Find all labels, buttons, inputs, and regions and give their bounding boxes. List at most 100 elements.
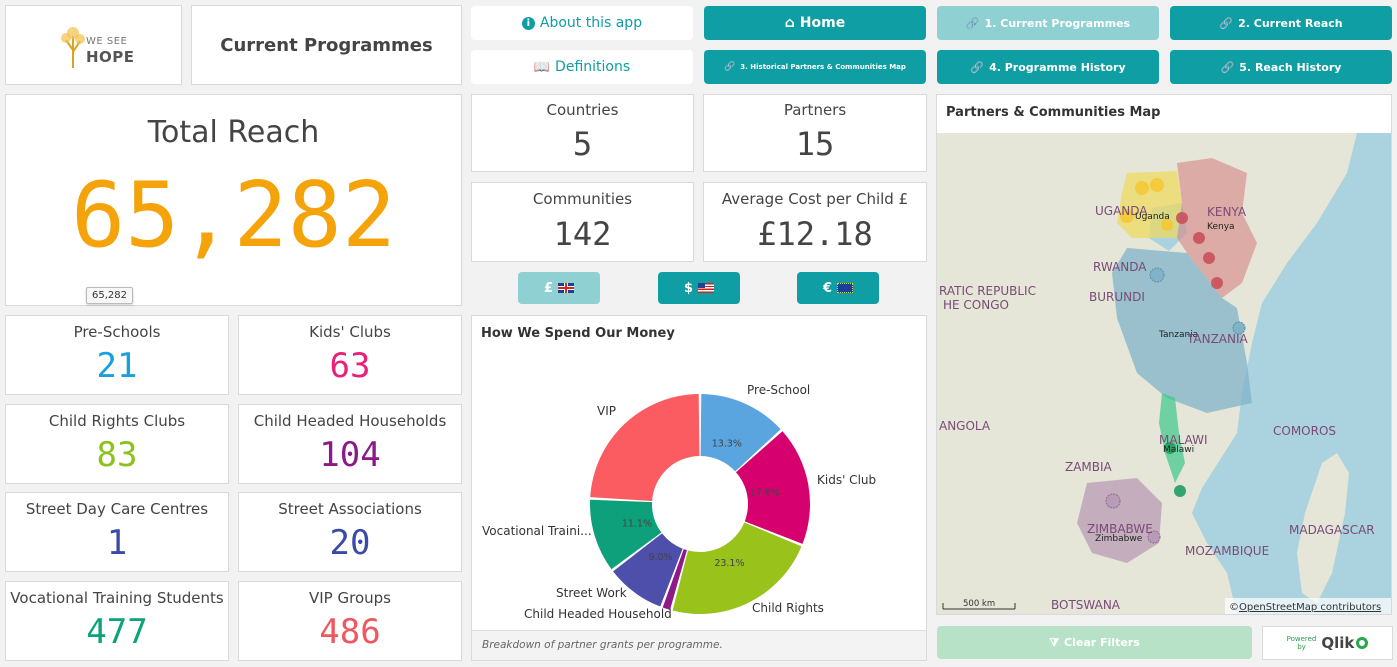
- stat-partners[interactable]: Partners 15: [703, 94, 927, 172]
- stat-communities[interactable]: Communities 142: [471, 182, 694, 262]
- pie-slice-label: Child Rights: [752, 601, 824, 615]
- kpi-street-associations[interactable]: Street Associations 20: [238, 492, 462, 572]
- definitions-button[interactable]: 📖 Definitions: [471, 50, 693, 84]
- kpi-kids-clubs[interactable]: Kids' Clubs 63: [238, 315, 462, 395]
- home-icon: ⌂: [784, 15, 795, 31]
- map-panel: Partners & Communities Map UGANDA Ug: [936, 94, 1392, 615]
- total-reach-card[interactable]: Total Reach 65,282: [5, 94, 462, 306]
- kpi-vocational-training[interactable]: Vocational Training Students 477: [5, 581, 229, 661]
- historical-map-button[interactable]: 🔗 3. Historical Partners & Communities M…: [704, 50, 926, 84]
- pie-pct-label: 9.0%: [648, 552, 672, 563]
- map-label-drc-1: RATIC REPUBLIC: [939, 284, 1036, 298]
- kpi-pre-schools[interactable]: Pre-Schools 21: [5, 315, 229, 395]
- currency-eur-button[interactable]: €: [797, 272, 879, 304]
- kpi-vip-groups[interactable]: VIP Groups 486: [238, 581, 462, 661]
- pie-slice-label: Pre-School: [747, 383, 810, 397]
- map-label-uganda-city: Uganda: [1135, 212, 1170, 222]
- map-label-tanzania: TANZANIA: [1186, 332, 1249, 346]
- home-button[interactable]: ⌂ Home: [704, 6, 926, 40]
- current-reach-label: 2. Current Reach: [1238, 16, 1343, 30]
- filter-icon: ⧩: [1049, 635, 1060, 649]
- kpi-street-day-care[interactable]: Street Day Care Centres 1: [5, 492, 229, 572]
- kpi-label: Street Day Care Centres: [25, 500, 209, 518]
- currency-usd-label: $: [683, 280, 694, 296]
- qlik-logo-icon: [1356, 637, 1369, 649]
- link-icon: 🔗: [724, 62, 736, 72]
- pie-slice-vocational-traini[interactable]: [590, 499, 662, 570]
- about-label: About this app: [539, 15, 643, 31]
- spend-chart-footer-bar: Breakdown of partner grants per programm…: [472, 630, 926, 660]
- map-label-drc-2: HE CONGO: [943, 298, 1009, 312]
- page-title-card: Current Programmes: [191, 5, 462, 85]
- map-region-kenya: [1177, 158, 1257, 298]
- partners-communities-map[interactable]: UGANDA Uganda KENYA Kenya RWANDA BURUNDI…: [937, 133, 1392, 615]
- map-label-zambia: ZAMBIA: [1065, 460, 1113, 474]
- current-programmes-button[interactable]: 🔗 1. Current Programmes: [937, 6, 1159, 40]
- pie-slice-label: Street Work: [556, 586, 627, 600]
- stat-label: Communities: [532, 190, 633, 208]
- stat-label: Countries: [546, 101, 619, 119]
- pie-slice-pre-school[interactable]: [700, 394, 781, 472]
- clear-filters-label: Clear Filters: [1064, 636, 1140, 649]
- pie-slice-child-headed-household[interactable]: [662, 549, 687, 610]
- kpi-value: 20: [329, 523, 371, 563]
- powered-by-line2: by: [1297, 643, 1306, 651]
- map-label-tanzania-city: Tanzania: [1158, 330, 1198, 340]
- about-button[interactable]: i About this app: [471, 6, 693, 40]
- map-label-burundi: BURUNDI: [1089, 290, 1145, 304]
- home-label: Home: [799, 15, 846, 31]
- kpi-child-headed-households[interactable]: Child Headed Households 104: [238, 404, 462, 484]
- map-attribution-prefix: ©: [1229, 602, 1239, 613]
- stat-average-cost[interactable]: Average Cost per Child £ £12.18: [703, 182, 927, 262]
- kpi-label: Kids' Clubs: [309, 323, 391, 341]
- stat-value: 15: [795, 125, 835, 163]
- current-reach-button[interactable]: 🔗 2. Current Reach: [1170, 6, 1392, 40]
- powered-by-line1: Powered: [1286, 635, 1317, 643]
- kpi-value: 1: [106, 523, 128, 563]
- map-label-kenya: KENYA: [1207, 205, 1247, 219]
- eu-flag-icon: [837, 283, 854, 293]
- logo-text-bottom: HOPE: [86, 48, 135, 66]
- currency-gbp-label: £: [543, 280, 554, 296]
- kpi-label: Child Rights Clubs: [48, 412, 186, 430]
- powered-by-qlik[interactable]: Powered by Qlik: [1262, 626, 1393, 660]
- map-label-zimbabwe-city: Zimbabwe: [1095, 534, 1143, 544]
- kpi-label: VIP Groups: [309, 589, 391, 607]
- reach-history-button[interactable]: 🔗 5. Reach History: [1170, 50, 1392, 84]
- pie-slice-label: Kids' Club: [817, 473, 876, 487]
- map-region-tanzania: [1112, 248, 1252, 413]
- tree-logo-icon: [61, 27, 85, 68]
- map-label-malawi: MALAWI: [1159, 433, 1207, 447]
- kpi-child-rights-clubs[interactable]: Child Rights Clubs 83: [5, 404, 229, 484]
- link-icon: 🔗: [1219, 16, 1234, 30]
- stat-label: Average Cost per Child £: [721, 190, 909, 208]
- kpi-value: 21: [96, 346, 138, 386]
- map-label-botswana: BOTSWANA: [1051, 598, 1121, 612]
- map-label-malawi-city: Malawi: [1163, 445, 1194, 455]
- pie-slice-child-rights[interactable]: [672, 522, 802, 614]
- currency-gbp-button[interactable]: £: [518, 272, 600, 304]
- map-attribution-link[interactable]: OpenStreetMap contributors: [1239, 602, 1381, 613]
- map-region-malawi: [1159, 393, 1185, 483]
- programme-history-button[interactable]: 🔗 4. Programme History: [937, 50, 1159, 84]
- map-label-rwanda: RWANDA: [1093, 260, 1147, 274]
- stat-value: £12.18: [757, 215, 873, 253]
- kpi-value: 486: [319, 612, 381, 652]
- kpi-value: 477: [86, 612, 148, 652]
- stat-label: Partners: [783, 101, 847, 119]
- stat-countries[interactable]: Countries 5: [471, 94, 694, 172]
- stat-value: 142: [553, 215, 612, 253]
- page-title: Current Programmes: [220, 34, 433, 56]
- map-partner-markers: [1105, 178, 1246, 544]
- pie-pct-label: 23.1%: [714, 558, 744, 569]
- pie-slice-street-work[interactable]: [613, 533, 683, 607]
- currency-usd-button[interactable]: $: [658, 272, 740, 304]
- pie-slice-vip[interactable]: [590, 394, 700, 502]
- pie-slice-label: Vocational Traini...: [482, 524, 592, 538]
- clear-filters-button[interactable]: ⧩ Clear Filters: [937, 626, 1252, 659]
- link-icon: 🔗: [965, 16, 980, 30]
- link-icon: 🔗: [970, 60, 985, 74]
- kpi-value: 63: [329, 346, 371, 386]
- pie-slice-kids-club[interactable]: [735, 431, 810, 544]
- map-label-angola: ANGOLA: [939, 419, 991, 433]
